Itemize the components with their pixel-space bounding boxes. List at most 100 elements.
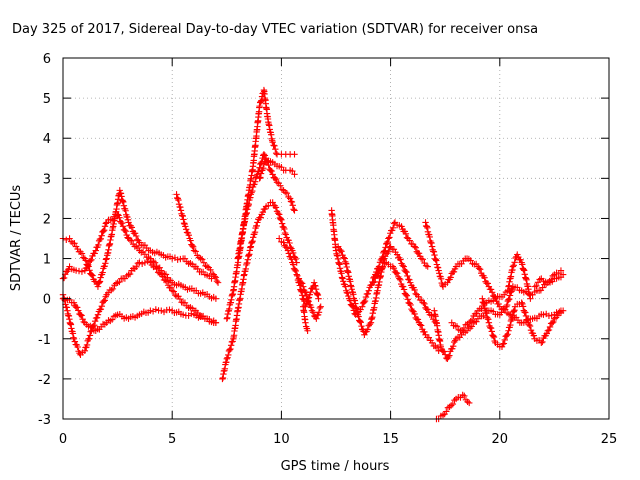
data-point xyxy=(100,227,107,235)
data-point xyxy=(340,278,347,285)
data-point xyxy=(407,279,414,286)
data-point xyxy=(268,167,275,175)
data-point xyxy=(278,216,285,224)
data-point xyxy=(348,302,356,309)
data-point xyxy=(289,261,297,268)
data-point xyxy=(116,214,123,221)
data-point xyxy=(297,279,305,286)
data-point xyxy=(384,238,391,246)
data-point xyxy=(505,327,512,334)
data-point xyxy=(272,145,279,153)
x-tick-label: 5 xyxy=(168,432,176,447)
data-point xyxy=(179,212,187,220)
data-point xyxy=(312,282,319,290)
data-point xyxy=(467,257,474,264)
data-point xyxy=(118,193,125,200)
series-track-5 xyxy=(173,191,222,286)
data-point xyxy=(99,269,106,276)
data-point xyxy=(126,236,134,244)
data-point xyxy=(63,304,70,311)
data-point xyxy=(92,247,99,254)
data-point xyxy=(490,332,497,340)
data-point xyxy=(70,335,78,342)
data-point xyxy=(473,318,480,325)
data-point xyxy=(290,206,297,213)
tick-labels: -3 -2 -1 0 1 2 3 4 5 6 0 5 10 15 20 25 xyxy=(38,52,617,447)
data-point xyxy=(282,231,289,238)
y-tick-label: -1 xyxy=(38,333,51,348)
data-point xyxy=(339,275,346,282)
data-point xyxy=(101,223,109,230)
data-point xyxy=(506,295,513,303)
data-point xyxy=(251,228,259,236)
data-point xyxy=(247,243,255,250)
data-point xyxy=(172,291,179,299)
data-point xyxy=(257,214,264,221)
data-point xyxy=(369,279,377,286)
data-point xyxy=(450,342,457,350)
data-point xyxy=(314,291,322,299)
data-point xyxy=(188,310,195,317)
data-point xyxy=(269,171,276,178)
data-point xyxy=(116,187,123,194)
data-point xyxy=(500,340,508,347)
data-point xyxy=(402,230,410,238)
data-point xyxy=(173,191,180,198)
data-point xyxy=(257,98,265,105)
series-track-13 xyxy=(328,207,431,318)
data-point xyxy=(400,263,407,270)
data-point xyxy=(527,295,534,302)
data-point xyxy=(305,298,312,305)
data-point xyxy=(430,248,438,256)
data-point xyxy=(281,225,288,233)
data-point xyxy=(226,346,233,353)
data-point xyxy=(467,317,474,325)
data-point xyxy=(518,299,525,306)
data-point xyxy=(162,277,169,284)
axis-ticks xyxy=(62,57,610,420)
data-point xyxy=(365,287,372,294)
data-point xyxy=(355,313,362,320)
data-point xyxy=(271,142,278,150)
data-point xyxy=(277,182,284,189)
data-point xyxy=(386,244,393,251)
data-point xyxy=(431,251,438,259)
data-point xyxy=(506,292,514,299)
data-point xyxy=(412,290,419,298)
data-point xyxy=(519,261,526,268)
data-point xyxy=(412,244,419,251)
data-point xyxy=(229,338,236,345)
data-point xyxy=(298,280,306,287)
data-point xyxy=(411,286,418,294)
data-point xyxy=(88,256,95,263)
data-point xyxy=(117,190,125,197)
data-point xyxy=(224,354,231,361)
data-point xyxy=(108,286,115,294)
data-point xyxy=(538,339,545,346)
data-point xyxy=(533,282,540,290)
series-track-12 xyxy=(300,303,311,334)
y-axis-label: SDTVAR / TECUs xyxy=(9,185,24,292)
data-point xyxy=(284,247,292,254)
data-point xyxy=(138,260,146,268)
data-point xyxy=(175,200,183,208)
data-point xyxy=(109,285,117,293)
data-point xyxy=(503,332,510,339)
data-point xyxy=(397,256,404,263)
data-point xyxy=(510,307,518,315)
data-point xyxy=(411,310,418,318)
data-point xyxy=(309,309,317,316)
data-point xyxy=(223,355,230,363)
data-point xyxy=(461,392,468,400)
data-point xyxy=(366,320,374,328)
data-point xyxy=(396,275,403,282)
data-point xyxy=(554,312,561,319)
data-point xyxy=(393,251,401,258)
data-point xyxy=(156,270,163,277)
data-point xyxy=(466,319,473,326)
data-point xyxy=(399,262,406,269)
data-point xyxy=(187,237,194,244)
data-point xyxy=(101,262,108,270)
data-point xyxy=(288,198,296,206)
data-point xyxy=(428,312,435,319)
